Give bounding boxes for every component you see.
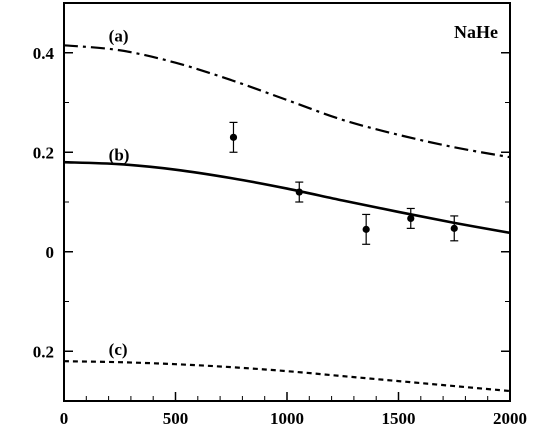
y-tick-label: 0.2 — [33, 342, 54, 361]
plot-frame — [63, 2, 511, 402]
data-point — [407, 214, 415, 223]
y-tick-label: 0.4 — [33, 44, 55, 63]
series-line-c — [63, 360, 511, 393]
tick-labels-group: 0 500 1000 1500 2000 0.4 0.2 0 0.2 — [33, 44, 527, 428]
chart-title: NaHe — [454, 22, 498, 42]
series-line-b — [63, 160, 511, 235]
data-point — [362, 225, 370, 233]
axis-ticks — [63, 2, 511, 401]
x-tick-label: 2000 — [493, 409, 527, 428]
x-tick-label: 1000 — [270, 409, 304, 428]
curve-label: (a) — [109, 26, 129, 45]
x-tick-label: 0 — [60, 409, 69, 428]
x-tick-label: 500 — [163, 409, 189, 428]
data-point — [295, 188, 303, 196]
curve-annotations: (a) (b) (c) — [109, 26, 130, 358]
series-line-a — [63, 44, 511, 159]
curve-label: (c) — [109, 340, 128, 359]
x-tick-label: 1500 — [382, 409, 416, 428]
data-point — [450, 224, 458, 232]
y-tick-label: 0.2 — [33, 143, 54, 162]
series-group — [63, 44, 511, 393]
data-points-group — [229, 121, 459, 245]
y-tick-label: 0 — [46, 243, 55, 262]
data-point — [229, 133, 238, 141]
curve-label: (b) — [109, 146, 130, 165]
